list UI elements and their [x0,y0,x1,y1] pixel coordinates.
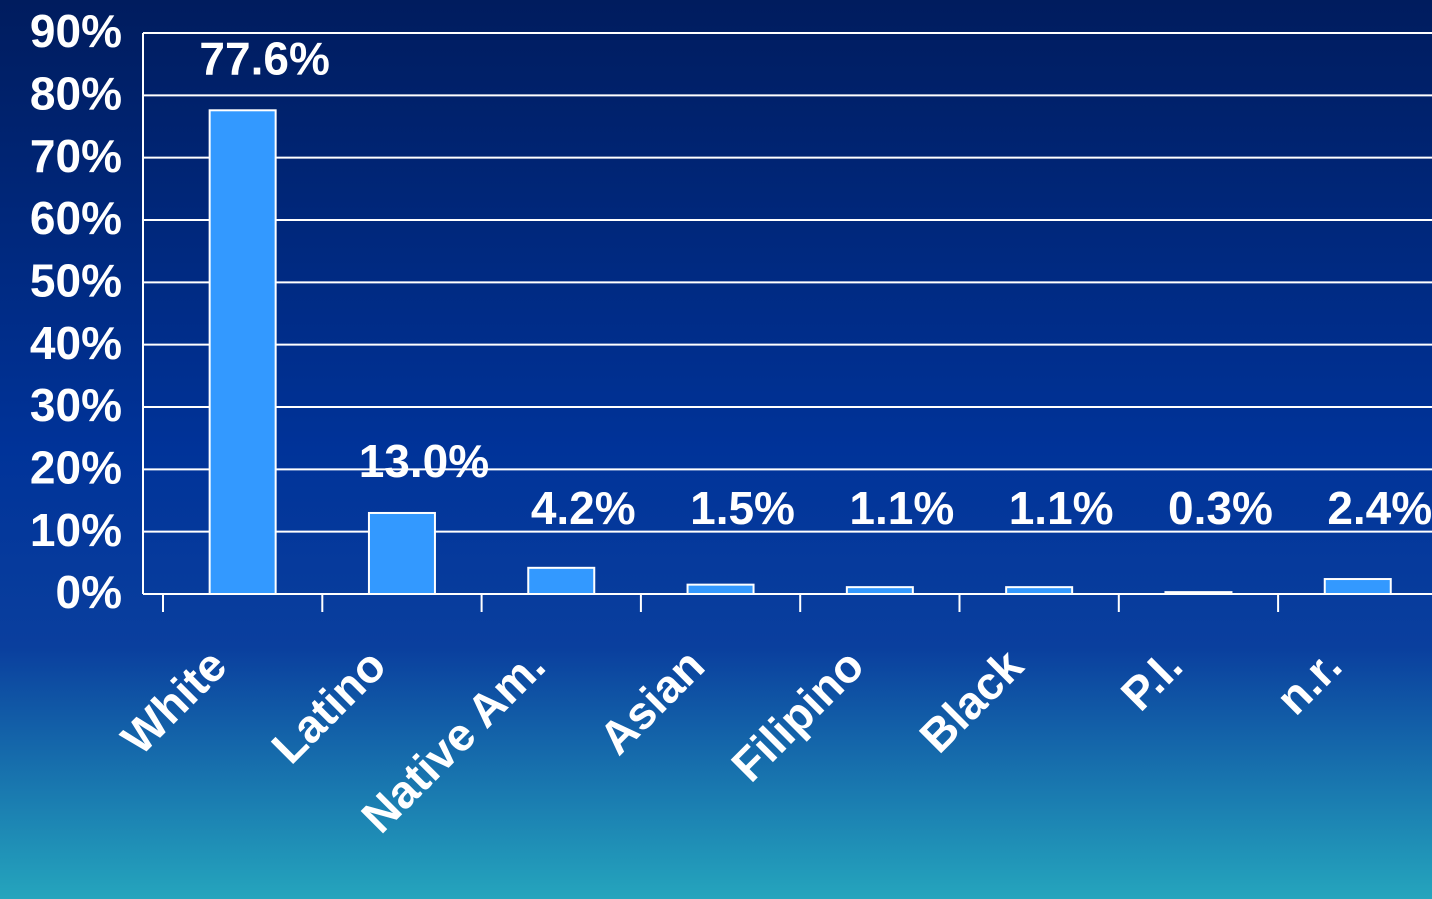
y-tick-label: 90% [30,5,122,57]
bar [845,586,914,595]
y-tick-label: 30% [30,379,122,431]
y-tick-label: 50% [30,254,122,306]
value-label: 0.3% [1168,482,1273,534]
y-tick-label: 60% [30,192,122,244]
value-label: 1.5% [690,482,795,534]
bar [1005,586,1074,595]
y-tick-label: 40% [30,317,122,369]
y-tick-label: 80% [30,67,122,119]
bar [527,566,596,596]
y-tick-label: 10% [30,504,122,556]
value-label: 13.0% [359,435,489,487]
value-label: 1.1% [1009,482,1114,534]
value-label: 2.4% [1327,482,1432,534]
y-tick-label: 20% [30,441,122,493]
value-label: 1.1% [849,482,954,534]
y-tick-label: 0% [56,566,122,618]
bar [208,109,277,595]
y-tick-label: 70% [30,130,122,182]
bar [686,583,755,596]
bar [1323,578,1392,595]
bar [1164,591,1233,596]
value-label: 77.6% [199,32,329,84]
bar [367,511,436,596]
value-label: 4.2% [531,482,636,534]
